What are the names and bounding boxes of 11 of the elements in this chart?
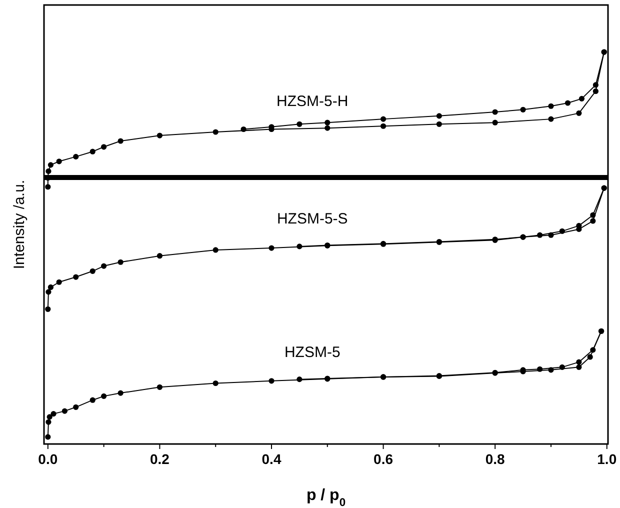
x-tick-label: 0.8	[485, 451, 506, 467]
x-tick-label: 0.0	[38, 451, 58, 467]
x-axis-title: p / p$_{0}$	[306, 487, 346, 508]
x-tick-label: 0.2	[150, 451, 170, 467]
x-tick-label: 0.4	[262, 451, 282, 467]
series-label: HZSM-5-H	[276, 93, 348, 110]
x-tick-label: 0.6	[374, 451, 394, 467]
series-label: HZSM-5	[284, 344, 340, 361]
x-tick-label: 1.0	[597, 451, 617, 467]
series-label: HZSM-5-S	[276, 210, 348, 228]
y-axis-title: Intensity /a.u.	[11, 180, 28, 270]
